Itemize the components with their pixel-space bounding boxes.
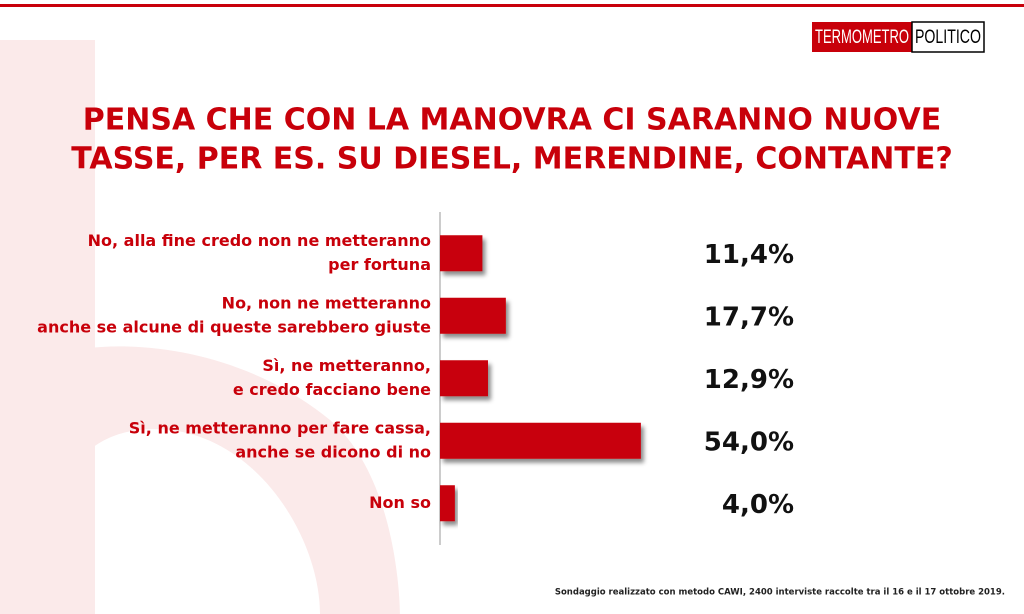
bar xyxy=(440,297,506,334)
value-label: 17,7% xyxy=(704,302,794,332)
value-label: 54,0% xyxy=(704,427,794,457)
logo-text: TERMOMETRO xyxy=(815,27,909,48)
category-label: per fortuna xyxy=(328,255,431,274)
background-decoration xyxy=(0,40,400,614)
category-label: Sì, ne metteranno, xyxy=(262,356,431,375)
category-label: anche se alcune di queste sarebbero gius… xyxy=(37,317,431,336)
top-rule xyxy=(0,4,1024,7)
chart-title: PENSA CHE CON LA MANOVRA CI SARANNO NUOV… xyxy=(83,103,941,138)
bar xyxy=(440,422,641,459)
logo-box xyxy=(812,22,912,52)
chart-title: TASSE, PER ES. SU DIESEL, MERENDINE, CON… xyxy=(71,142,953,177)
category-label: No, alla fine credo non ne metteranno xyxy=(88,231,431,250)
logo-box xyxy=(911,21,985,53)
footnote: Sondaggio realizzato con metodo CAWI, 24… xyxy=(555,588,1005,598)
category-label: Non so xyxy=(369,493,431,512)
category-label: e credo facciano bene xyxy=(233,380,431,399)
category-label: No, non ne metteranno xyxy=(222,293,431,312)
category-label: Sì, ne metteranno per fare cassa, xyxy=(129,418,431,437)
logo: TERMOMETRO POLITICO xyxy=(812,21,985,53)
category-label: anche se dicono di no xyxy=(235,442,431,461)
value-label: 11,4% xyxy=(704,240,794,270)
value-label: 4,0% xyxy=(722,490,794,520)
value-label: 12,9% xyxy=(704,365,794,395)
logo-text: POLITICO xyxy=(915,27,981,48)
bar xyxy=(440,360,488,397)
bar xyxy=(440,485,455,522)
bar xyxy=(440,235,483,272)
